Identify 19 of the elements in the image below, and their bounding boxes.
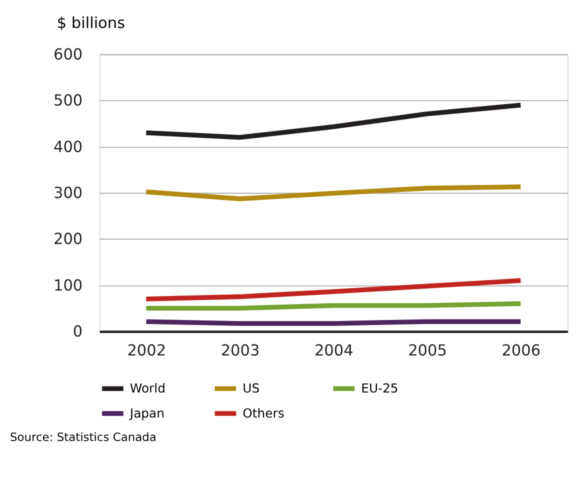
- y-tick-label: 200: [53, 230, 83, 248]
- y-tick-label: 400: [53, 138, 83, 156]
- legend-label: Japan: [128, 405, 165, 420]
- legend-label: World: [130, 380, 166, 396]
- x-tick-label: 2006: [502, 342, 541, 360]
- y-tick-label: 100: [53, 276, 83, 294]
- legend-label: EU-25: [361, 380, 398, 396]
- legend-label: US: [242, 380, 260, 396]
- y-tick-label: 500: [53, 92, 83, 110]
- y-tick-label: 600: [53, 46, 83, 64]
- x-tick-label: 2005: [408, 342, 447, 360]
- source-note: Source: Statistics Canada: [10, 430, 156, 444]
- y-tick-label: 0: [72, 322, 83, 341]
- x-tick-label: 2003: [220, 342, 260, 360]
- y-axis-title: $ billions: [56, 14, 126, 32]
- x-tick-label: 2004: [314, 342, 354, 360]
- x-tick-label: 2002: [127, 342, 166, 360]
- legend-label: Others: [242, 405, 284, 420]
- y-tick-label: 300: [53, 184, 83, 202]
